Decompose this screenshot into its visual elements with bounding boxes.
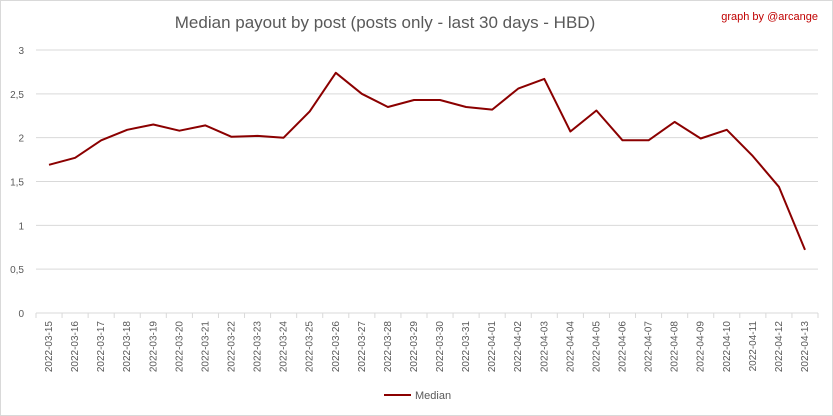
y-tick-label: 1,5 [10,178,24,189]
x-tick-label: 2022-03-15 [44,321,55,373]
x-tick-label: 2022-04-13 [800,321,811,373]
x-tick-label: 2022-04-07 [644,321,655,373]
gridlines [36,49,818,314]
legend[interactable]: Median [384,390,451,402]
series-group [48,71,806,251]
x-tick-label: 2022-03-23 [253,321,264,373]
y-tick-label: 0,5 [10,265,24,276]
x-tick-label: 2022-04-11 [748,321,759,372]
x-tick-label: 2022-04-12 [774,321,785,373]
x-tick-label: 2022-04-09 [696,321,707,373]
x-tick-label: 2022-04-10 [722,321,733,373]
y-tick-label: 2 [18,134,24,145]
x-tick-label: 2022-03-22 [227,321,238,373]
x-tick-label: 2022-03-31 [461,321,472,373]
x-tick-label: 2022-03-25 [305,321,316,373]
x-tick-label: 2022-03-26 [331,321,342,373]
y-tick-label: 2,5 [10,90,24,101]
x-tick-label: 2022-03-20 [174,321,185,373]
x-tick-label: 2022-03-21 [200,321,211,373]
series-line-median [48,71,806,251]
x-tick-label: 2022-03-18 [122,321,133,373]
x-tick-label: 2022-03-17 [96,321,107,373]
x-axis-ticks: 2022-03-15 2022-03-16 2022-03-17 2022-03-18… [35,313,819,373]
x-tick-label: 2022-04-08 [670,321,681,373]
x-tick-label: 2022-03-16 [70,321,81,373]
x-tick-label: 2022-03-27 [357,321,368,373]
y-tick-label: 1 [18,221,24,232]
x-tick-label: 2022-04-06 [618,321,629,373]
chart-title: Median payout by post (posts only - last… [175,13,595,32]
x-tick-label: 2022-03-28 [383,321,394,373]
x-tick-label: 2022-04-05 [591,321,602,373]
x-tick-label: 2022-03-29 [409,321,420,373]
legend-label: Median [415,390,451,402]
chart-credit: graph by @arcange [721,11,818,23]
x-tick-label: 2022-04-04 [565,321,576,373]
x-tick-label: 2022-04-01 [487,321,498,373]
x-tick-label: 2022-03-24 [279,321,290,373]
y-tick-label: 0 [18,309,24,320]
x-tick-label: 2022-04-03 [539,321,550,373]
x-tick-label: 2022-04-02 [513,321,524,373]
x-tick-label: 2022-03-19 [148,321,159,373]
y-tick-label: 3 [18,46,24,57]
x-tick-label: 2022-03-30 [435,321,446,373]
y-axis-ticks: 0 0,5 1 1,5 2 2,5 3 [10,46,24,320]
